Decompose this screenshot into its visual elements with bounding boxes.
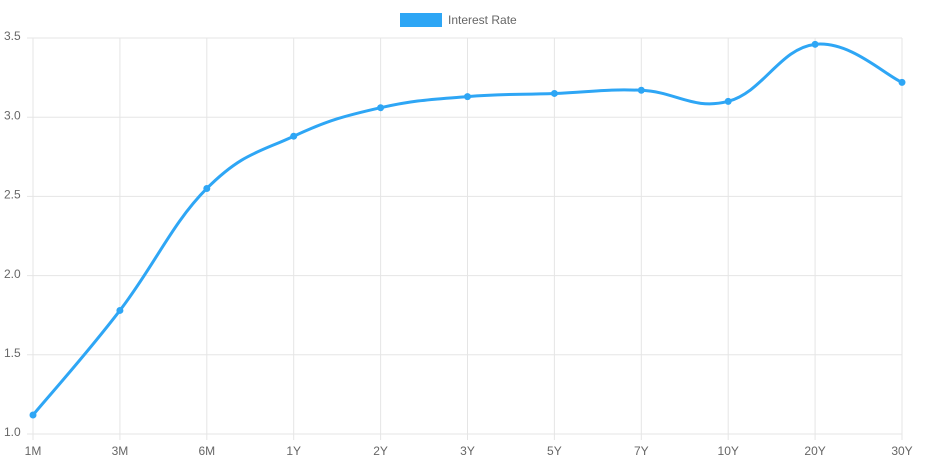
point [29, 411, 37, 419]
x-tick-label: 1Y [286, 444, 301, 458]
x-tick-label: 5Y [547, 444, 562, 458]
y-tick-label: 2.0 [4, 267, 21, 281]
x-tick-label: 1M [25, 444, 42, 458]
point [464, 93, 471, 101]
legend-label: Interest Rate [448, 13, 517, 27]
point [811, 40, 819, 48]
point [898, 78, 906, 86]
point [290, 132, 298, 140]
x-tick-label: 2Y [373, 444, 388, 458]
x-tick-label: 10Y [718, 444, 739, 458]
legend-swatch [400, 13, 442, 27]
point [377, 104, 385, 112]
point [637, 86, 645, 94]
x-tick-label: 3Y [460, 444, 475, 458]
y-tick-label: 1.5 [4, 346, 21, 360]
y-tick-label: 3.5 [4, 29, 21, 43]
point [550, 89, 558, 97]
x-tick-label: 6M [198, 444, 215, 458]
point [203, 184, 211, 192]
y-tick-label: 1.0 [4, 425, 21, 439]
point [116, 306, 124, 314]
line [31, 42, 903, 416]
point [724, 97, 732, 105]
y-tick-label: 2.5 [4, 188, 21, 202]
x-tick-label: 20Y [804, 444, 825, 458]
x-tick-label: 3M [112, 444, 129, 458]
y-tick-label: 3.0 [4, 108, 21, 122]
x-tick-label: 30Y [891, 444, 912, 458]
x-tick-label: 7Y [634, 444, 649, 458]
